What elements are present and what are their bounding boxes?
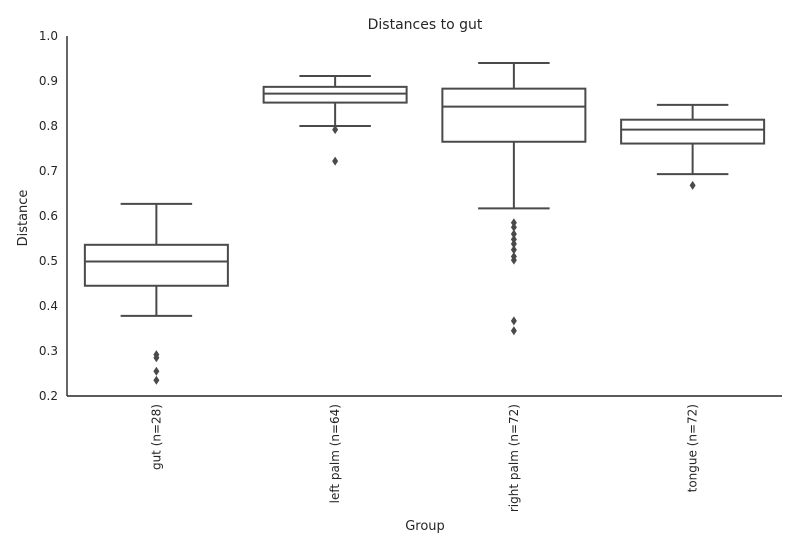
- outlier-point: [510, 255, 517, 265]
- y-axis-title: Distance: [16, 190, 31, 247]
- outlier-point: [510, 222, 517, 232]
- box-group: [441, 62, 587, 336]
- box-series: [83, 62, 766, 385]
- outlier-point: [153, 353, 160, 363]
- x-tick-label: right palm (n=72): [507, 404, 521, 512]
- y-axis-ticks: 0.2 0.3 0.4 0.5 0.6 0.7 0.8 0.9 1.0: [39, 29, 58, 403]
- x-axis-title: Group: [405, 519, 445, 534]
- y-tick-label: 0.2: [39, 389, 58, 403]
- x-tick-label: tongue (n=72): [686, 404, 700, 492]
- y-tick-label: 0.4: [39, 299, 58, 313]
- y-tick-label: 0.5: [39, 254, 58, 268]
- outlier-point: [332, 125, 339, 135]
- outlier-point: [153, 366, 160, 376]
- iqr-box: [620, 118, 766, 145]
- outlier-point: [153, 375, 160, 385]
- y-tick-label: 0.6: [39, 209, 58, 223]
- x-axis-ticks: gut (n=28) left palm (n=64) right palm (n=…: [149, 404, 699, 512]
- x-tick-label: left palm (n=64): [328, 404, 342, 503]
- outlier-point: [689, 180, 696, 190]
- outlier-point: [510, 326, 517, 336]
- box-group: [83, 202, 229, 385]
- outlier-point: [510, 239, 517, 249]
- y-tick-label: 0.7: [39, 164, 58, 178]
- y-tick-label: 1.0: [39, 29, 58, 43]
- chart-title: Distances to gut: [368, 17, 483, 33]
- box-group: [620, 103, 766, 190]
- y-tick-label: 0.3: [39, 344, 58, 358]
- outlier-point: [332, 156, 339, 166]
- y-tick-label: 0.8: [39, 119, 58, 133]
- outlier-point: [510, 229, 517, 239]
- iqr-box: [83, 243, 229, 287]
- iqr-box: [262, 85, 408, 104]
- box-group: [262, 75, 408, 166]
- x-tick-label: gut (n=28): [149, 404, 163, 470]
- iqr-box: [441, 87, 587, 143]
- outlier-point: [510, 245, 517, 255]
- y-tick-label: 0.9: [39, 74, 58, 88]
- outlier-point: [510, 316, 517, 326]
